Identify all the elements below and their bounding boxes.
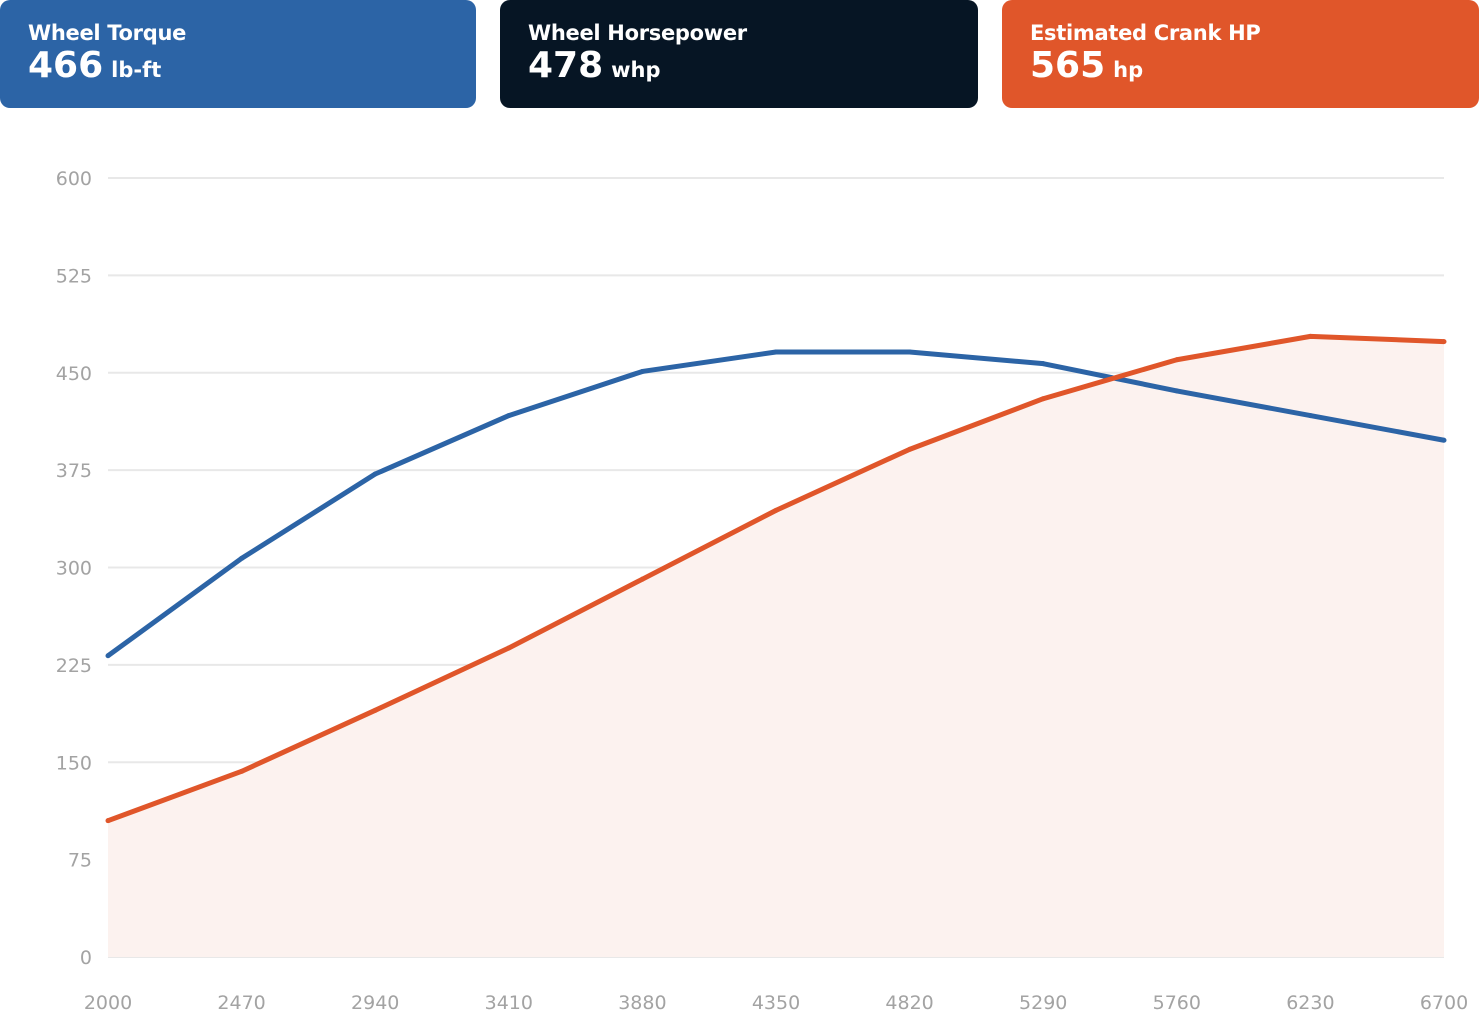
data-point: [639, 576, 645, 582]
data-point: [1174, 357, 1180, 363]
x-tick-label: 6230: [1286, 992, 1334, 1014]
wheel-horsepower-card: Wheel Horsepower 478 whp: [500, 0, 978, 108]
y-tick-label: 225: [56, 655, 92, 677]
card-value: 565: [1030, 45, 1106, 86]
data-point: [773, 349, 779, 355]
data-point: [105, 653, 111, 659]
data-point: [239, 555, 245, 561]
x-tick-label: 5290: [1019, 992, 1067, 1014]
card-value: 478: [528, 45, 604, 86]
x-tick-label: 3410: [485, 992, 533, 1014]
data-point: [639, 368, 645, 374]
data-point: [1441, 437, 1447, 443]
data-point: [506, 645, 512, 651]
card-value: 466: [28, 45, 104, 86]
data-point: [1174, 388, 1180, 394]
y-tick-label: 75: [68, 850, 92, 872]
data-point: [773, 507, 779, 513]
data-point: [1307, 333, 1313, 339]
data-point: [372, 707, 378, 713]
card-value-row: 565 hp: [1030, 46, 1479, 92]
x-tick-label: 5760: [1153, 992, 1201, 1014]
data-point: [1040, 361, 1046, 367]
estimated-crank-hp-card: Estimated Crank HP 565 hp: [1002, 0, 1479, 108]
x-tick-label: 2000: [84, 992, 132, 1014]
card-label: Wheel Torque: [28, 21, 187, 45]
x-tick-label: 4350: [752, 992, 800, 1014]
card-unit: hp: [1113, 58, 1144, 82]
x-tick-label: 2940: [351, 992, 399, 1014]
card-unit: whp: [611, 58, 661, 82]
data-point: [907, 349, 913, 355]
card-value-row: 478 whp: [528, 46, 978, 92]
y-tick-label: 0: [80, 947, 92, 969]
x-tick-label: 2470: [217, 992, 265, 1014]
y-tick-label: 450: [56, 363, 92, 385]
data-point: [239, 768, 245, 774]
data-point: [105, 818, 111, 824]
card-value-row: 466 lb-ft: [28, 46, 476, 92]
y-tick-label: 300: [56, 558, 92, 580]
series-area: [108, 336, 1444, 957]
x-tick-label: 4820: [885, 992, 933, 1014]
data-point: [1307, 413, 1313, 419]
data-point: [1040, 396, 1046, 402]
y-tick-label: 375: [56, 460, 92, 482]
data-point: [1441, 339, 1447, 345]
data-point: [506, 413, 512, 419]
wheel-torque-card: Wheel Torque 466 lb-ft: [0, 0, 476, 108]
x-tick-label: 6700: [1420, 992, 1468, 1014]
card-label: Estimated Crank HP: [1030, 21, 1261, 45]
card-unit: lb-ft: [111, 58, 162, 82]
card-label: Wheel Horsepower: [528, 21, 747, 45]
x-tick-label: 3880: [618, 992, 666, 1014]
data-point: [907, 446, 913, 452]
data-point: [372, 471, 378, 477]
y-tick-label: 525: [56, 265, 92, 287]
y-tick-label: 600: [56, 168, 92, 190]
y-tick-label: 150: [56, 752, 92, 774]
